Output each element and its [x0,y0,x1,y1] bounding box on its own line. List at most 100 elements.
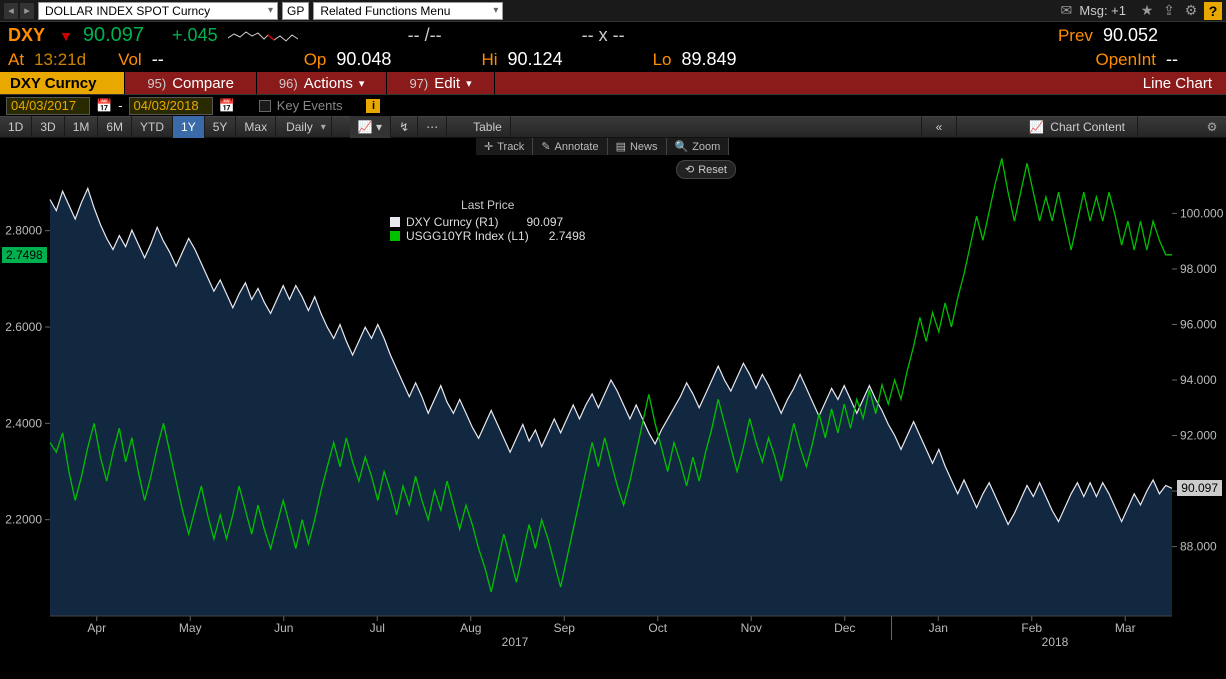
prev-value: 90.052 [1103,25,1158,46]
reset-icon: ⟲ [685,163,694,176]
at-label: At [8,50,24,70]
chart-content-button[interactable]: 📈Chart Content [1017,116,1138,138]
svg-text:94.000: 94.000 [1180,373,1217,387]
nav-forward-button[interactable]: ▸ [20,3,34,19]
vol-label: Vol [118,50,142,70]
drawing-button[interactable]: ↯ [391,116,418,138]
security-dropdown[interactable]: DOLLAR INDEX SPOT Curncy [38,2,278,20]
related-functions-dropdown[interactable]: Related Functions Menu [313,2,503,20]
chart-legend: Last Price DXY Curncy (R1) 90.097 USGG10… [390,198,585,243]
reset-button[interactable]: ⟲ Reset [676,160,736,179]
at-time: 13:21d [34,50,86,70]
ticker-chip[interactable]: DXY Curncy [0,72,124,94]
actions-hotkey: 96) [279,76,298,91]
range-1d-button[interactable]: 1D [0,116,32,138]
chart-svg: 88.00090.00092.00094.00096.00098.000100.… [0,138,1226,653]
range-6m-button[interactable]: 6M [98,116,132,138]
nav-back-button[interactable]: ◂ [4,3,18,19]
chart-style-button[interactable]: 📈 ▾ [350,116,391,138]
compare-menu[interactable]: 95) Compare [124,72,256,94]
svg-text:100.000: 100.000 [1180,206,1224,220]
edit-label: Edit [434,75,460,92]
svg-text:92.000: 92.000 [1180,429,1217,443]
date-from-input[interactable] [6,97,90,115]
key-events-label: Key Events [277,98,343,113]
message-count[interactable]: Msg: +1 [1079,3,1126,18]
reset-label: Reset [698,164,727,176]
date-range-bar: 📅 - 📅 Key Events i [0,94,1226,116]
zoom-button[interactable]: 🔍Zoom [667,138,730,155]
legend-name-dxy: DXY Curncy (R1) [406,215,498,229]
compare-hotkey: 95) [147,76,166,91]
svg-text:96.000: 96.000 [1180,317,1217,331]
help-icon[interactable]: ? [1204,2,1222,20]
hi-value: 90.124 [508,49,563,70]
svg-text:2.6000: 2.6000 [5,320,42,334]
info-icon[interactable]: i [366,99,380,113]
svg-text:98.000: 98.000 [1180,262,1217,276]
range-1y-button[interactable]: 1Y [173,116,205,138]
collapse-button[interactable]: « [921,116,958,138]
prev-label: Prev [1058,26,1093,46]
sparkline [228,26,298,46]
calendar-icon[interactable]: 📅 [219,98,235,114]
svg-text:Apr: Apr [87,621,106,635]
svg-text:Mar: Mar [1115,621,1136,635]
legend-row-usgg: USGG10YR Index (L1) 2.7498 [390,229,585,243]
news-button[interactable]: ▤News [608,138,667,155]
range-5y-button[interactable]: 5Y [205,116,237,138]
legend-row-dxy: DXY Curncy (R1) 90.097 [390,215,585,229]
compare-label: Compare [172,75,234,92]
svg-text:Oct: Oct [648,621,667,635]
quote-row-2: At 13:21d Vol -- Op 90.048 Hi 90.124 Lo … [8,49,1218,70]
annotate-button[interactable]: ✎Annotate [533,138,607,155]
actions-label: Actions [304,75,353,92]
quote-area: DXY ▼ 90.097 +.045 -- /-- -- x -- Prev 9… [0,22,1226,72]
svg-text:2.2000: 2.2000 [5,513,42,527]
bid-ask: -- /-- [408,25,442,46]
range-1m-button[interactable]: 1M [65,116,99,138]
chart-settings-icon[interactable]: ⚙ [1198,116,1226,138]
range-max-button[interactable]: Max [236,116,276,138]
quote-row-1: DXY ▼ 90.097 +.045 -- /-- -- x -- Prev 9… [8,24,1218,47]
range-ytd-button[interactable]: YTD [132,116,173,138]
svg-text:Sep: Sep [554,621,576,635]
size-cross: -- x -- [582,25,625,46]
actions-menu[interactable]: 96) Actions ▾ [256,72,387,94]
range-toolbar: 1D3D1M6MYTD1Y5YMaxDaily 📈 ▾↯⋯ Table « 📈Chart… [0,116,1226,138]
legend-swatch-dxy [390,217,400,227]
function-code[interactable]: GP [282,2,309,20]
last-price: 90.097 [83,24,144,47]
price-change: +.045 [172,25,218,46]
svg-text:Jun: Jun [274,621,293,635]
openint-label: OpenInt [1096,50,1157,70]
key-events-checkbox[interactable] [259,100,271,112]
settings-icon[interactable]: ⚙ [1182,2,1200,20]
op-value: 90.048 [336,49,391,70]
calendar-icon[interactable]: 📅 [96,98,112,114]
legend-swatch-usgg [390,231,400,241]
hi-label: Hi [481,50,497,70]
svg-text:2017: 2017 [502,635,529,649]
mail-icon[interactable]: ✉ [1057,2,1075,20]
legend-value-dxy: 90.097 [526,215,563,229]
chart-area: 88.00090.00092.00094.00096.00098.000100.… [0,138,1226,653]
edit-menu[interactable]: 97) Edit ▾ [386,72,493,94]
track-button[interactable]: ✛Track [476,138,533,155]
frequency-dropdown[interactable]: Daily [276,116,332,138]
export-icon[interactable]: ⇪ [1160,2,1178,20]
legend-value-usgg: 2.7498 [549,229,586,243]
table-button[interactable]: Table [465,116,511,138]
function-menu-bar: DXY Curncy 95) Compare 96) Actions ▾ 97)… [0,72,1226,94]
star-icon[interactable]: ★ [1138,2,1156,20]
svg-text:2.4000: 2.4000 [5,416,42,430]
price-direction-icon: ▼ [59,28,73,44]
svg-text:Aug: Aug [460,621,481,635]
vol-value: -- [152,49,164,70]
date-to-input[interactable] [129,97,213,115]
legend-title: Last Price [390,198,585,212]
svg-text:Nov: Nov [741,621,762,635]
range-3d-button[interactable]: 3D [32,116,64,138]
studies-button[interactable]: ⋯ [418,116,447,138]
legend-name-usgg: USGG10YR Index (L1) [406,229,529,243]
